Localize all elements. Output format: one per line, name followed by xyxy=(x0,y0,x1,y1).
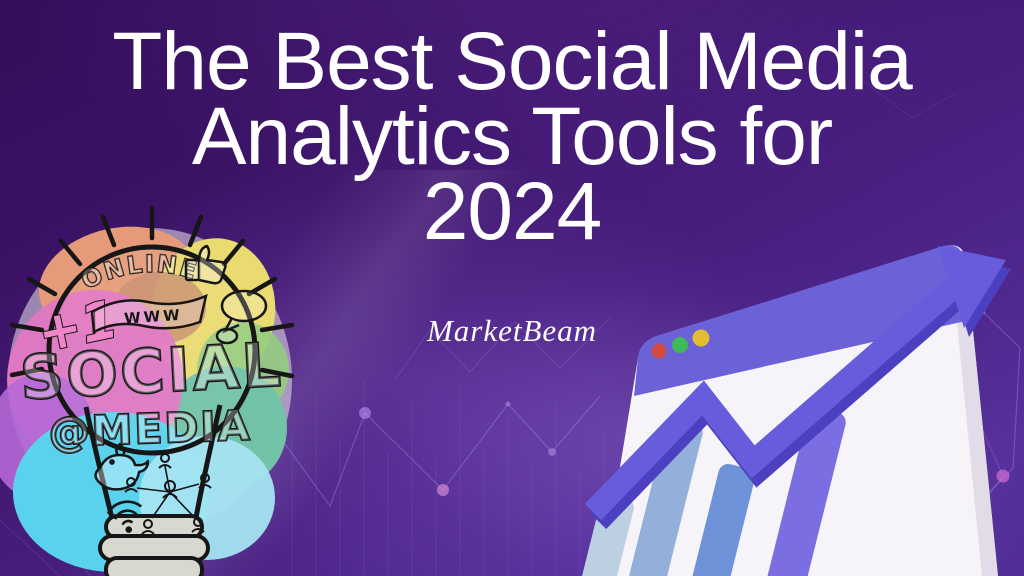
browser-title-bar xyxy=(634,245,970,396)
traffic-light-red-icon xyxy=(651,343,667,359)
chart-bar-1 xyxy=(560,494,634,576)
trend-arrow-icon xyxy=(584,246,1011,529)
brand-logo-text: MarketBeam xyxy=(426,313,598,348)
bar-chart-bars xyxy=(560,407,846,576)
people-network-icon xyxy=(124,453,212,535)
traffic-light-green-icon xyxy=(672,337,688,353)
chart-bar-2 xyxy=(610,417,703,576)
speech-bubble-icon xyxy=(215,289,268,345)
title-line-1: The Best Social Media xyxy=(112,16,912,107)
media-word: @MEDIA xyxy=(48,401,252,456)
page-title: The Best Social Media Analytics Tools fo… xyxy=(0,16,1024,257)
lightbulb-collage-illustration: ONLINE +1 WWW SOCIAL @MEDIA xyxy=(0,205,295,576)
www-banner: WWW xyxy=(90,293,208,334)
www-word: WWW xyxy=(124,306,184,328)
thumbs-up-icon xyxy=(184,244,227,285)
trend-arrowhead xyxy=(938,246,1006,328)
lightbulb-icon xyxy=(46,244,258,576)
browser-window-edge xyxy=(952,262,998,576)
analytics-chart-illustration xyxy=(560,245,1011,576)
chart-bar-3 xyxy=(672,463,755,576)
chart-bar-4 xyxy=(749,407,846,576)
wifi-icon xyxy=(106,500,143,533)
bulb-ray-lines xyxy=(9,205,295,379)
vertical-grid-lines xyxy=(291,380,605,576)
title-line-2: Analytics Tools for xyxy=(191,91,833,182)
trend-arrow-shaft xyxy=(584,277,963,520)
social-word: SOCIAL xyxy=(19,330,286,414)
title-line-3: 2024 xyxy=(422,166,602,257)
traffic-light-yellow-icon xyxy=(692,329,710,347)
